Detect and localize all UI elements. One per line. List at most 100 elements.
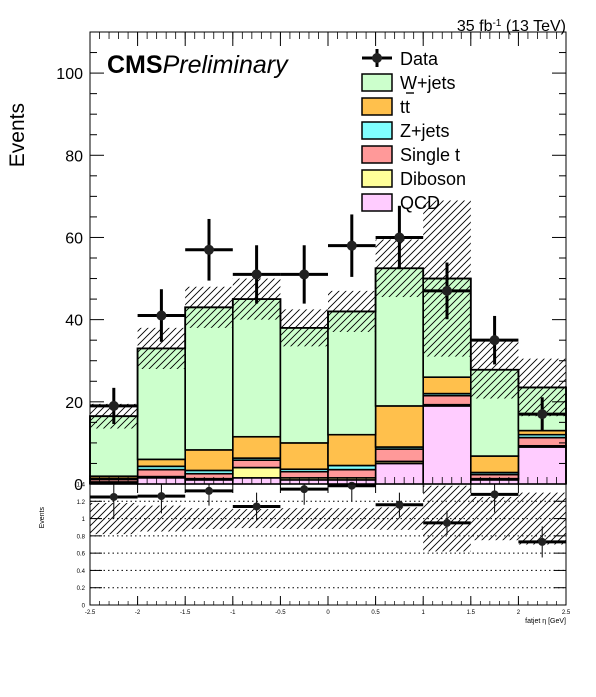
data-marker-8 [489,335,500,346]
legend: Data W+jets tt Z+jets Single t Diboson QCD [361,49,466,213]
ratio-point-1 [137,484,186,514]
data-marker-9 [537,409,548,420]
main-ytick-label-20: 20 [65,395,83,412]
data-point-2 [185,218,233,281]
ratio-xtick-label: 2 [517,610,521,616]
legend-item-data: Data [362,49,439,69]
ratio-gridlines [90,500,566,589]
bar-qcd-1 [136,477,187,485]
bar-single-t-7 [422,394,472,406]
bar-ttbar-5 [327,433,377,467]
legend-swatch [361,121,393,140]
data-marker-2 [204,244,214,255]
ratio-ytick-label: 0.8 [77,534,86,540]
legend-swatch [361,97,393,116]
ratio-point-5 [328,481,376,502]
data-marker-5 [346,240,357,251]
main-ytick-label-100: 100 [56,66,83,83]
legend-item-qcd: QCD [361,193,440,213]
legend-item-ttbar: tt [361,92,414,117]
legend-data-marker [372,53,382,63]
data-point-5 [328,214,376,277]
data-points [90,205,566,431]
bar-ttbar-3 [232,435,282,459]
ratio-x-axis-label: fatjet η [GeV] [525,618,566,625]
main-ytick-label-0: 0 [74,477,83,494]
ratio-band-6 [375,507,424,530]
data-marker-7 [442,285,452,296]
bar-qcd-3 [232,477,282,485]
ratio-point-4 [280,484,328,505]
data-point-3 [232,245,281,304]
ratio-ytick-label: 0.6 [77,552,86,558]
ratio-xtick-label: -2 [135,610,141,616]
ratio-marker-9 [538,537,547,546]
ratio-axes: 0 0.2 0.4 0.6 0.8 1 1.2 1.4 -2.5 -2 -1.5 -1 -0.5 0 0.5… [77,483,571,617]
ratio-ytick-label: 1 [82,517,86,523]
ratio-marker-8 [490,490,499,499]
bar-ttbar-4 [279,442,329,471]
ratio-marker-0 [109,492,118,501]
data-marker-0 [108,400,119,411]
data-marker-4 [299,269,310,280]
legend-label: Single t [400,145,460,165]
data-marker-6 [394,232,405,243]
main-ytick-label-80: 80 [65,148,83,165]
cms-label: CMSPreliminary [107,51,289,79]
bar-single-t-9 [517,436,567,447]
ratio-xtick-label: 0 [326,610,330,616]
ratio-xtick-label: 1 [422,610,426,616]
ratio-xtick-label: -1.5 [180,610,191,616]
ratio-marker-7 [443,518,451,527]
ratio-xtick-label: -2.5 [85,610,96,616]
ratio-marker-2 [205,486,213,495]
bar-ttbar-1 [136,458,187,468]
ratio-ytick-label: 0.2 [77,586,86,592]
bar-single-t-5 [327,468,377,479]
main-y-axis-label: Events [6,103,29,167]
legend-label: QCD [400,193,440,213]
ratio-ytick-label: 1.4 [77,483,86,489]
bar-ttbar-6 [374,405,425,448]
ratio-points [90,481,566,558]
data-point-8 [470,315,519,365]
data-point-6 [375,205,424,270]
legend-swatch [361,169,393,188]
data-point-7 [423,262,471,320]
ratio-point-3 [232,492,281,521]
bar-qcd-6 [374,462,425,485]
bar-single-t-3 [232,459,282,469]
ratio-marker-5 [347,481,356,490]
mc-total-outline [89,267,567,484]
data-point-0 [90,387,138,425]
ratio-marker-6 [395,500,404,509]
ratio-xtick-label: 2.5 [562,610,571,616]
lumi-label: 35 fb-1 (13 TeV) [457,18,566,36]
ratio-point-0 [90,484,138,519]
main-ytick-label-40: 40 [65,313,83,330]
bar-ttbar-7 [422,376,472,395]
legend-label: Diboson [400,169,466,189]
legend-swatch [361,73,393,92]
main-ytick-label-60: 60 [65,230,83,247]
data-marker-1 [156,310,167,321]
mc-total-line [89,267,567,484]
ratio-band-2 [185,508,233,529]
ratio-ytick-label: 1.2 [77,500,86,506]
ratio-ytick-label: 0 [82,604,86,610]
data-marker-3 [251,269,262,280]
bar-single-t-4 [279,470,329,479]
bar-qcd-9 [517,446,567,485]
ratio-xtick-label: 0.5 [371,610,380,616]
legend-label: tt [400,97,410,117]
legend-label: Z+jets [400,121,450,141]
data-point-1 [137,289,186,342]
ratio-point-8 [470,484,519,513]
ratio-xtick-label: -0.5 [275,610,286,616]
bar-w-jets-3 [232,298,282,438]
legend-swatch [361,193,393,212]
legend-item-w-jets: W+jets [361,73,456,93]
legend-label: Data [400,49,439,69]
